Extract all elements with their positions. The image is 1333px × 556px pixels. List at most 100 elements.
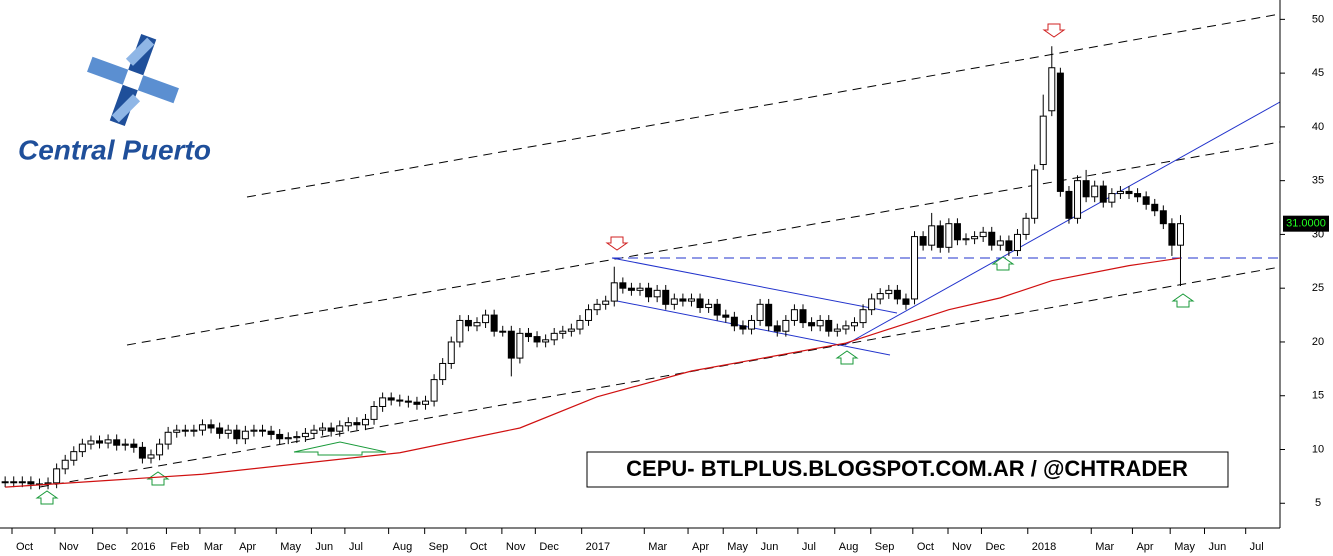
candle-body bbox=[319, 427, 327, 431]
watermark-text: CEPU- BTLPLUS.BLOGSPOT.COM.AR / @CHTRADE… bbox=[626, 456, 1188, 481]
y-tick-label: 40 bbox=[1312, 121, 1324, 133]
candle-body bbox=[301, 432, 309, 438]
x-tick-label: Jul bbox=[802, 541, 816, 553]
x-tick-label: Sep bbox=[429, 541, 449, 553]
candle-body bbox=[559, 330, 567, 334]
candle-body bbox=[1159, 210, 1167, 225]
candle-body bbox=[259, 429, 267, 432]
candle-body bbox=[885, 289, 893, 295]
candle-body bbox=[293, 436, 301, 439]
candle-body bbox=[250, 429, 258, 432]
y-tick-label: 50 bbox=[1312, 13, 1324, 25]
y-tick-label: 45 bbox=[1312, 67, 1324, 79]
candle-body bbox=[1, 481, 9, 484]
candle-body bbox=[190, 429, 198, 432]
candle-body bbox=[207, 424, 215, 429]
candle-body bbox=[859, 309, 867, 324]
candle-body bbox=[782, 319, 790, 332]
y-tick-label: 20 bbox=[1312, 336, 1324, 348]
candle-body bbox=[464, 319, 472, 327]
candle-body bbox=[1151, 203, 1159, 212]
candle-body bbox=[979, 231, 987, 238]
candle-body bbox=[996, 240, 1004, 246]
candle-body bbox=[224, 429, 232, 434]
watermark: CEPU- BTLPLUS.BLOGSPOT.COM.AR / @CHTRADE… bbox=[586, 451, 1229, 488]
x-tick-label: Feb bbox=[170, 541, 189, 553]
candle-body bbox=[404, 400, 412, 403]
candle-body bbox=[78, 443, 86, 453]
y-tick-label: 35 bbox=[1312, 175, 1324, 187]
candle-body bbox=[988, 231, 996, 246]
candle-body bbox=[542, 339, 550, 343]
candle-body bbox=[516, 332, 524, 359]
candle-body bbox=[1056, 72, 1064, 192]
candle-body bbox=[344, 422, 352, 427]
candle-body bbox=[164, 431, 172, 445]
candle-body bbox=[705, 303, 713, 309]
candle-body bbox=[121, 443, 129, 446]
x-tick-label: Jul bbox=[1250, 541, 1264, 553]
candle-body bbox=[1091, 185, 1099, 198]
candle-body bbox=[499, 330, 507, 333]
candle-body bbox=[790, 309, 798, 321]
candle-body bbox=[413, 401, 421, 405]
x-tick-label: Mar bbox=[648, 541, 667, 553]
x-tick-label: Nov bbox=[59, 541, 79, 553]
candle-body bbox=[713, 303, 721, 316]
candle-body bbox=[962, 238, 970, 241]
x-tick-label: Dec bbox=[985, 541, 1005, 553]
candle-body bbox=[1116, 190, 1124, 195]
candle-body bbox=[216, 427, 224, 434]
candle-body bbox=[156, 443, 164, 456]
candle-body bbox=[773, 325, 781, 332]
candle-body bbox=[756, 303, 764, 321]
candle-body bbox=[456, 319, 464, 343]
candle-body bbox=[181, 429, 189, 432]
candle-body bbox=[533, 336, 541, 343]
candle-body bbox=[1065, 190, 1073, 219]
candle-body bbox=[576, 319, 584, 330]
candle-body bbox=[1108, 193, 1116, 203]
candle-body bbox=[585, 309, 593, 321]
candle-body bbox=[739, 325, 747, 330]
candle-body bbox=[241, 430, 249, 440]
candle-body bbox=[138, 446, 146, 459]
candle-body bbox=[87, 440, 95, 445]
candle-body bbox=[1022, 217, 1030, 235]
candle-body bbox=[816, 319, 824, 327]
candle-body bbox=[808, 322, 816, 327]
candle-body bbox=[1099, 185, 1107, 203]
candle-body bbox=[482, 314, 490, 324]
y-tick-label: 10 bbox=[1312, 443, 1324, 455]
candle-body bbox=[833, 328, 841, 332]
x-tick-label: Mar bbox=[1095, 541, 1114, 553]
x-tick-label: Apr bbox=[692, 541, 709, 553]
x-tick-label: Jun bbox=[761, 541, 779, 553]
y-tick-label: 5 bbox=[1315, 497, 1321, 509]
candle-body bbox=[1031, 169, 1039, 219]
moving-average bbox=[5, 257, 1181, 488]
candle-body bbox=[1013, 233, 1021, 252]
candle-body bbox=[70, 451, 78, 461]
candle-body bbox=[396, 399, 404, 402]
logo-text: Central Puerto bbox=[18, 134, 211, 165]
candle-body bbox=[730, 316, 738, 327]
candle-body bbox=[850, 322, 858, 327]
candle-body bbox=[593, 303, 601, 311]
candle-body bbox=[765, 303, 773, 327]
candle-body bbox=[619, 282, 627, 289]
candle-body bbox=[439, 362, 447, 381]
x-tick-label: Oct bbox=[917, 541, 934, 553]
candle-body bbox=[447, 341, 455, 364]
x-tick-label: May bbox=[727, 541, 748, 553]
candle-body bbox=[422, 400, 430, 405]
x-tick-label: May bbox=[280, 541, 301, 553]
candle-body bbox=[198, 424, 206, 431]
candle-body bbox=[387, 397, 395, 401]
candle-body bbox=[104, 439, 112, 444]
candle-body bbox=[1134, 193, 1142, 198]
x-tick-label: Dec bbox=[97, 541, 117, 553]
last-price-box bbox=[1283, 215, 1329, 232]
x-tick-label: Jul bbox=[349, 541, 363, 553]
candle-body bbox=[1142, 196, 1150, 205]
